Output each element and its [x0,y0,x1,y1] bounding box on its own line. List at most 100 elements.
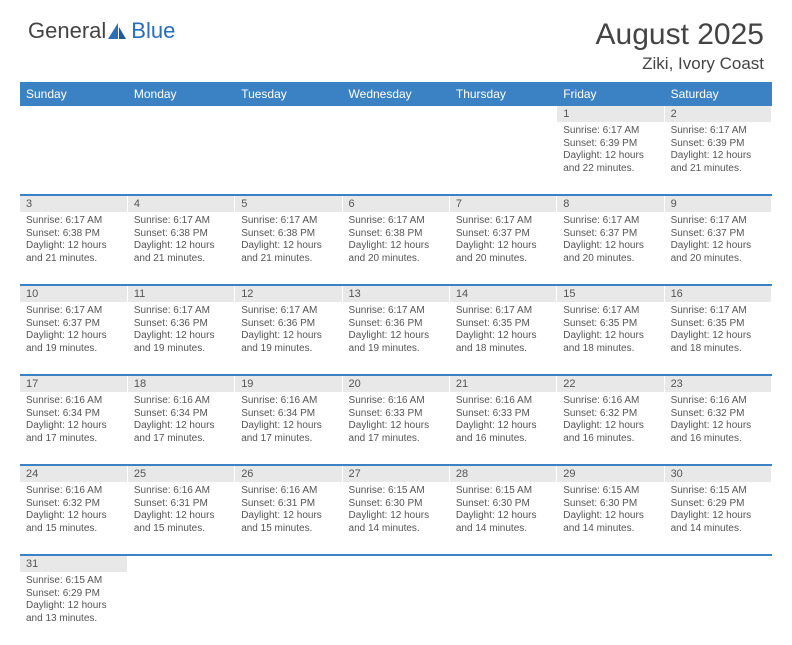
daylight-text: and 20 minutes. [671,253,765,266]
day-content-cell: Sunrise: 6:15 AMSunset: 6:29 PMDaylight:… [20,572,127,645]
weekday-header: Wednesday [342,82,449,106]
day-number-cell [235,106,342,122]
daylight-text: and 15 minutes. [241,523,335,536]
day-content-cell: Sunrise: 6:17 AMSunset: 6:36 PMDaylight:… [342,302,449,375]
logo-text-1: General [28,18,106,44]
day-number-cell [342,106,449,122]
weekday-header: Sunday [20,82,127,106]
sunrise-text: Sunrise: 6:16 AM [563,395,657,408]
daylight-text: and 14 minutes. [671,523,765,536]
daylight-text: and 21 minutes. [671,163,765,176]
sunset-text: Sunset: 6:33 PM [456,408,550,421]
day-content-cell [235,572,342,645]
calendar-table: Sunday Monday Tuesday Wednesday Thursday… [20,82,772,645]
daylight-text: Daylight: 12 hours [134,420,228,433]
sunset-text: Sunset: 6:34 PM [241,408,335,421]
day-content-cell: Sunrise: 6:16 AMSunset: 6:32 PMDaylight:… [664,392,771,465]
day-number-cell: 28 [449,465,556,482]
day-number-cell: 30 [664,465,771,482]
day-number-cell: 27 [342,465,449,482]
daylight-text: Daylight: 12 hours [456,420,550,433]
daylight-text: and 13 minutes. [26,613,121,626]
daylight-text: Daylight: 12 hours [241,510,335,523]
sunrise-text: Sunrise: 6:16 AM [241,395,335,408]
daylight-text: and 19 minutes. [26,343,121,356]
logo-text-2: Blue [131,18,175,44]
day-number-cell: 6 [342,195,449,212]
daylight-text: Daylight: 12 hours [349,420,443,433]
day-number-cell: 5 [235,195,342,212]
day-content-cell: Sunrise: 6:17 AMSunset: 6:39 PMDaylight:… [664,122,771,195]
sunset-text: Sunset: 6:35 PM [456,318,550,331]
daylight-text: Daylight: 12 hours [671,240,765,253]
sunset-text: Sunset: 6:33 PM [349,408,443,421]
day-content-cell: Sunrise: 6:15 AMSunset: 6:30 PMDaylight:… [449,482,556,555]
daylight-text: Daylight: 12 hours [134,330,228,343]
sunset-text: Sunset: 6:37 PM [563,228,657,241]
sunrise-text: Sunrise: 6:17 AM [563,215,657,228]
sunrise-text: Sunrise: 6:17 AM [671,125,765,138]
day-number-cell: 4 [127,195,234,212]
daylight-text: Daylight: 12 hours [563,240,657,253]
day-content-cell [664,572,771,645]
daylight-text: Daylight: 12 hours [26,420,121,433]
daylight-text: and 15 minutes. [134,523,228,536]
weekday-header: Saturday [664,82,771,106]
day-content-cell: Sunrise: 6:17 AMSunset: 6:38 PMDaylight:… [127,212,234,285]
sunrise-text: Sunrise: 6:17 AM [134,215,228,228]
sunset-text: Sunset: 6:38 PM [241,228,335,241]
daylight-text: Daylight: 12 hours [349,240,443,253]
day-content-row: Sunrise: 6:17 AMSunset: 6:39 PM Daylight:… [20,122,772,195]
day-content-cell: Sunrise: 6:15 AMSunset: 6:29 PMDaylight:… [664,482,771,555]
daylight-text: Daylight: 12 hours [563,330,657,343]
sunset-text: Sunset: 6:32 PM [671,408,765,421]
day-number-cell: 2 [664,106,771,122]
daylight-text: Daylight: 12 hours [671,330,765,343]
sunset-text: Sunset: 6:34 PM [26,408,121,421]
day-number-row: 12 [20,106,772,122]
sunrise-text: Sunrise: 6:16 AM [26,485,121,498]
daylight-text: and 18 minutes. [456,343,550,356]
sunrise-text: Sunrise: 6:17 AM [671,305,765,318]
daylight-text: Daylight: 12 hours [563,420,657,433]
day-number-cell [449,555,556,572]
day-number-cell [342,555,449,572]
day-number-row: 10111213141516 [20,285,772,302]
day-number-cell: 12 [235,285,342,302]
day-content-cell: Sunrise: 6:16 AMSunset: 6:34 PMDaylight:… [127,392,234,465]
daylight-text: Daylight: 12 hours [26,240,121,253]
daylight-text: Daylight: 12 hours [134,510,228,523]
day-content-cell [449,572,556,645]
sunset-text: Sunset: 6:38 PM [26,228,121,241]
day-content-cell: Sunrise: 6:17 AMSunset: 6:35 PMDaylight:… [664,302,771,375]
weekday-header: Tuesday [235,82,342,106]
day-content-cell: Sunrise: 6:17 AMSunset: 6:36 PMDaylight:… [127,302,234,375]
day-content-cell: Sunrise: 6:16 AMSunset: 6:31 PMDaylight:… [235,482,342,555]
sunrise-text: Sunrise: 6:16 AM [671,395,765,408]
day-content-cell: Sunrise: 6:16 AMSunset: 6:32 PMDaylight:… [557,392,664,465]
title-block: August 2025 Ziki, Ivory Coast [596,18,764,74]
daylight-text: Daylight: 12 hours [563,150,657,163]
sunrise-text: Sunrise: 6:17 AM [456,215,550,228]
day-content-cell: Sunrise: 6:16 AMSunset: 6:33 PMDaylight:… [449,392,556,465]
sunrise-text: Sunrise: 6:17 AM [134,305,228,318]
day-number-cell: 29 [557,465,664,482]
daylight-text: Daylight: 12 hours [456,510,550,523]
daylight-text: and 14 minutes. [563,523,657,536]
day-number-cell: 20 [342,375,449,392]
day-number-cell: 18 [127,375,234,392]
daylight-text: and 19 minutes. [134,343,228,356]
daylight-text: and 21 minutes. [26,253,121,266]
day-number-cell: 24 [20,465,127,482]
day-number-cell: 3 [20,195,127,212]
sunset-text: Sunset: 6:31 PM [241,498,335,511]
sunset-text: Sunset: 6:36 PM [241,318,335,331]
sunset-text: Sunset: 6:30 PM [349,498,443,511]
daylight-text: and 15 minutes. [26,523,121,536]
location-subtitle: Ziki, Ivory Coast [596,54,764,74]
sunset-text: Sunset: 6:39 PM [671,138,765,151]
sunset-text: Sunset: 6:38 PM [349,228,443,241]
sunrise-text: Sunrise: 6:17 AM [671,215,765,228]
day-number-cell: 23 [664,375,771,392]
day-number-row: 3456789 [20,195,772,212]
